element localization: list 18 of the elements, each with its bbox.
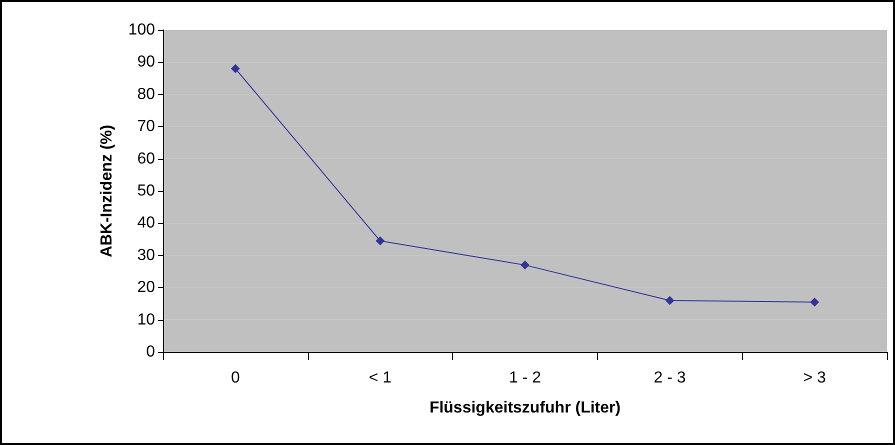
x-tick-label: > 3 xyxy=(803,370,826,386)
y-tick-label: 20 xyxy=(137,279,156,296)
y-axis-title: ABK-Inzidenz (%) xyxy=(98,124,116,258)
x-tick-label: 2 - 3 xyxy=(654,370,686,386)
y-tick-label: 60 xyxy=(137,150,156,168)
x-tick-label: 1 - 2 xyxy=(508,370,542,386)
y-tick-label: 10 xyxy=(137,311,156,328)
y-tick-label: 0 xyxy=(146,344,156,360)
y-tick-label: 40 xyxy=(137,214,156,232)
x-tick-label: < 1 xyxy=(368,370,392,386)
y-tick-label: 30 xyxy=(137,246,156,264)
y-tick-label: 90 xyxy=(137,54,156,71)
x-axis-title: Flüssigkeitszufuhr (Liter) xyxy=(429,400,621,416)
x-tick-label: 0 xyxy=(230,370,240,386)
y-tick-label: 50 xyxy=(137,182,156,200)
y-tick-label: 100 xyxy=(128,22,156,38)
y-tick-label: 80 xyxy=(137,86,156,103)
y-tick-label: 70 xyxy=(137,118,156,136)
